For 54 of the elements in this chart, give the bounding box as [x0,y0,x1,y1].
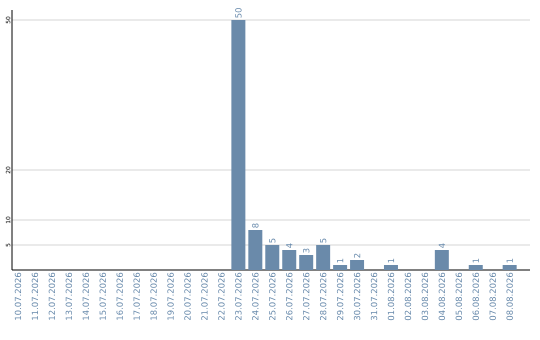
bar [282,250,296,270]
bar [434,250,449,270]
x-tick-label: 27.07.2026 [302,272,310,320]
x-tick-label: 11.07.2026 [32,272,38,320]
bar [333,265,348,270]
data-label: 50 [235,8,242,18]
bar [299,255,314,270]
x-tick-label: 02.08.2026 [404,272,412,320]
x-tick-label: 06.08.2026 [472,272,479,320]
x-tick-label: 28.07.2026 [320,272,326,320]
data-label: 4 [286,243,292,248]
bar [231,20,246,270]
x-tick-label: 22.07.2026 [218,272,225,320]
x-tick-label: 18.07.2026 [150,272,157,320]
x-tick-label: 13.07.2026 [66,272,72,320]
x-tick-label: 23.07.2026 [235,272,242,320]
x-tick-label: 01.08.2026 [388,272,394,320]
data-label: 1 [388,258,394,262]
data-label: 1 [472,258,479,262]
x-tick-label: 29.07.2026 [336,272,344,320]
x-tick-label: 04.08.2026 [438,272,446,320]
x-tick-label: 07.08.2026 [490,272,496,320]
data-label: 1 [506,258,513,262]
x-tick-label: 16.07.2026 [116,272,123,320]
x-tick-label: 31.07.2026 [370,272,378,320]
x-tick-label: 14.07.2026 [82,272,89,320]
x-tick-label: 20.07.2026 [184,272,191,320]
bar [265,245,280,270]
x-tick-label: 21.07.2026 [201,272,208,320]
x-tick-label: 05.08.2026 [456,272,462,320]
bar [248,230,262,270]
bar [350,260,364,270]
bar [468,265,483,270]
bar [316,245,330,270]
x-tick-label: 25.07.2026 [269,272,276,320]
bar [384,265,398,270]
x-tick-label: 26.07.2026 [286,272,292,320]
data-label: 1 [337,258,344,262]
data-label: 2 [354,254,360,258]
x-tick-label: 03.08.2026 [422,272,428,320]
data-label: 8 [252,223,259,228]
data-label: 5 [320,238,326,243]
data-label: 3 [302,248,310,253]
x-tick-label: 15.07.2026 [100,272,106,320]
x-tick-label: 10.07.2026 [14,272,22,320]
x-tick-label: 17.07.2026 [133,272,140,320]
x-tick-label: 24.07.2026 [252,272,259,320]
bar [502,265,517,270]
x-tick-label: 19.07.2026 [167,272,174,320]
data-label: 4 [438,243,445,248]
x-tick-label: 08.08.2026 [506,272,513,320]
data-label: 5 [269,238,276,243]
x-tick-label: 30.07.2026 [354,272,360,320]
x-tick-label: 12.07.2026 [48,272,56,320]
